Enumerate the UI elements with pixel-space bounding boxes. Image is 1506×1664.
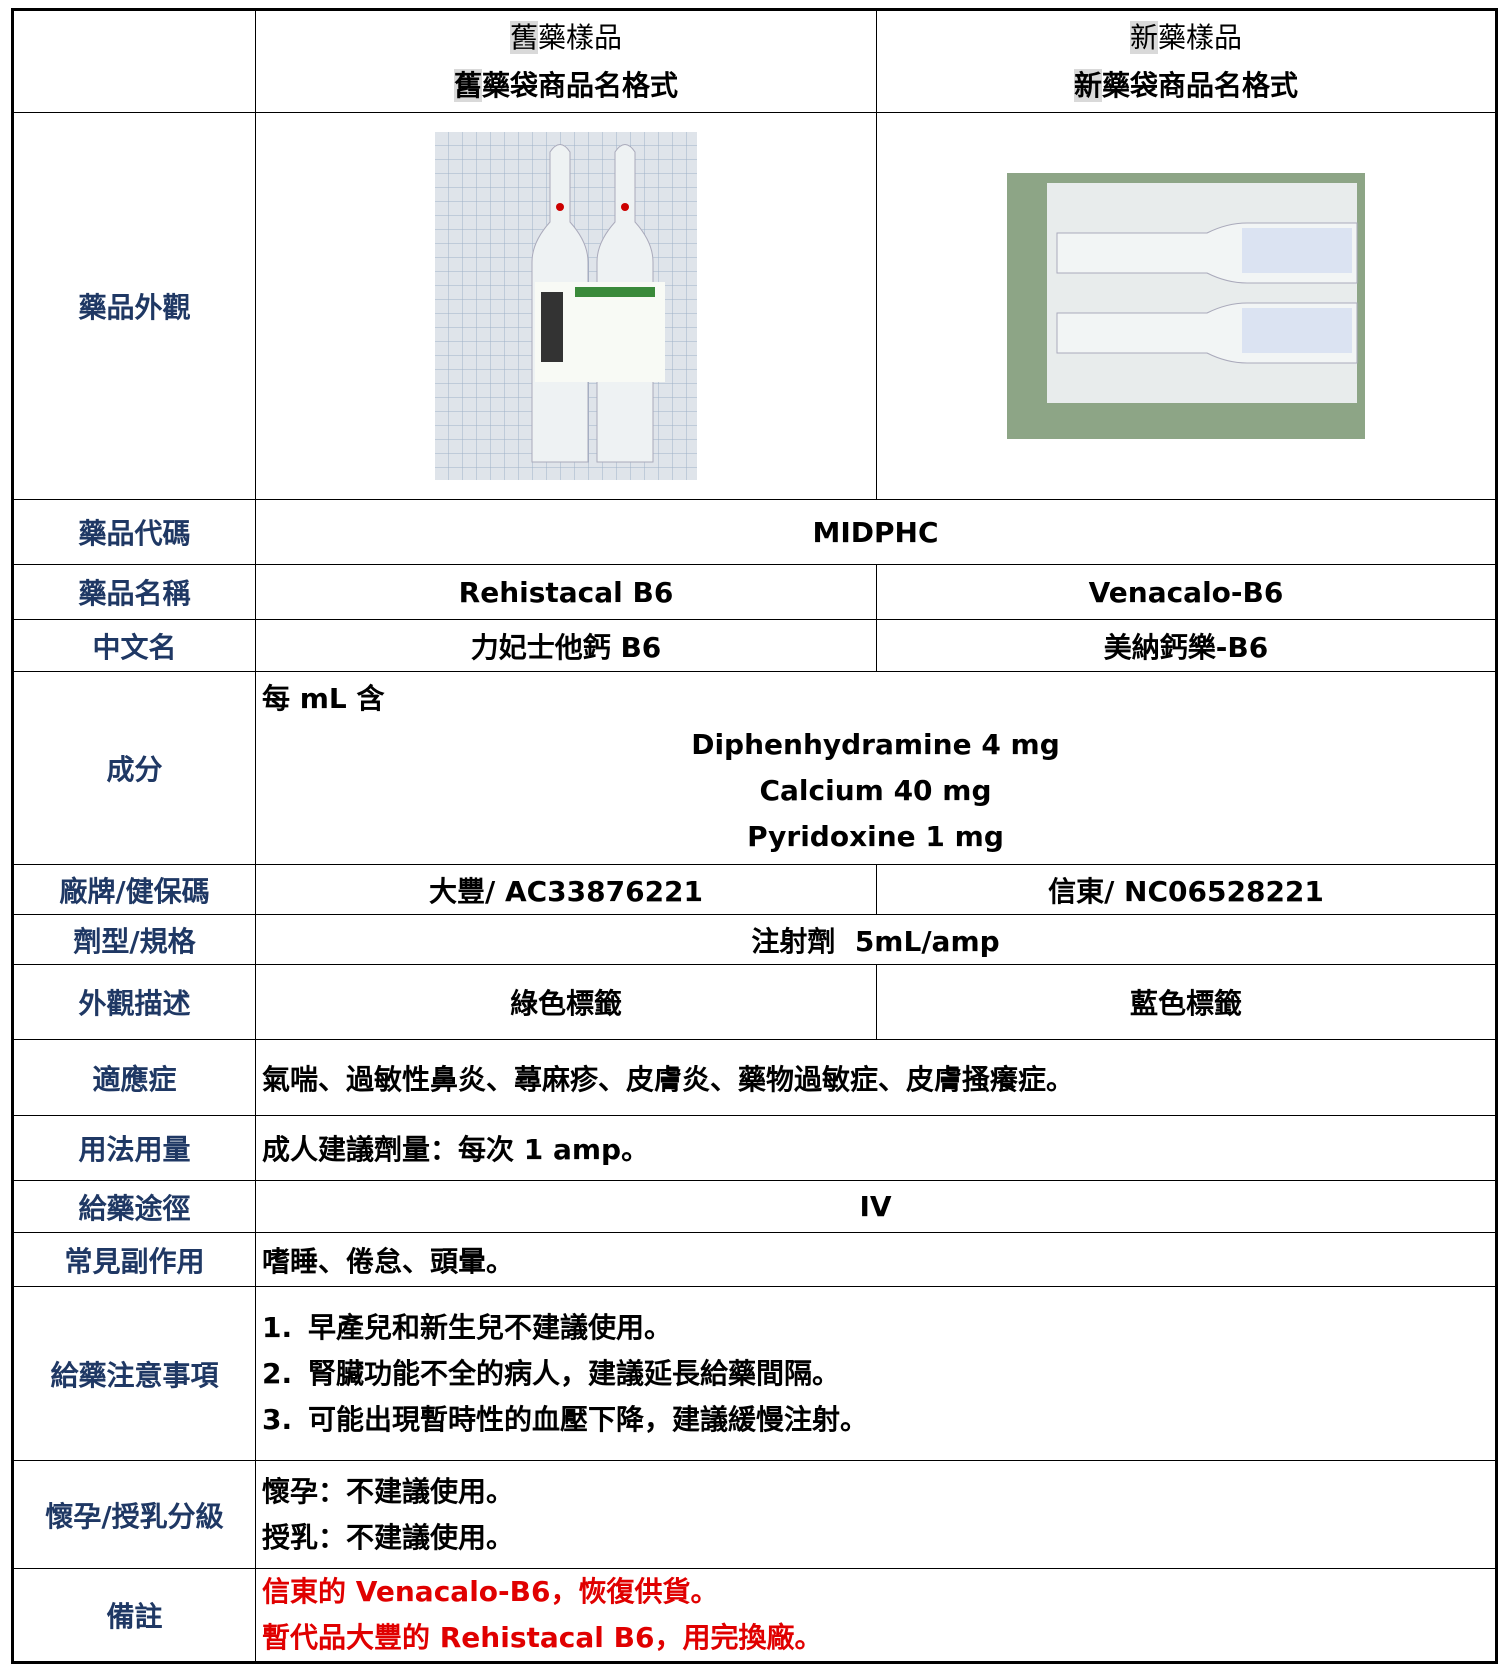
- name-row: 藥品名稱 Rehistacal B6 Venacalo-B6: [12, 564, 1497, 620]
- new-value: 美納鈣樂-B6: [876, 619, 1497, 672]
- label: 給藥途徑: [12, 1180, 256, 1233]
- pregnancy-row: 懷孕/授乳分級 懷孕：不建議使用。 授乳：不建議使用。: [12, 1460, 1497, 1569]
- highlight: 新: [1129, 20, 1158, 54]
- value: 注射劑 5mL/amp: [255, 914, 1497, 965]
- number: 2.: [262, 1356, 293, 1390]
- text: 藥袋商品名格式: [1102, 68, 1299, 102]
- appearance-row: 藥品外觀: [12, 112, 1497, 500]
- label: 懷孕/授乳分級: [12, 1460, 256, 1569]
- pregnancy-cell: 懷孕：不建議使用。 授乳：不建議使用。: [255, 1460, 1497, 1569]
- label: 藥品名稱: [12, 564, 256, 620]
- line: 暫代品大豐的 Rehistacal B6，用完換廠。: [262, 1621, 823, 1654]
- corner-cell: [12, 9, 256, 113]
- old-value: 力妃士他鈣 B6: [255, 619, 877, 672]
- text: 藥袋商品名格式: [482, 68, 679, 102]
- old-line2: 舊藥袋商品名格式: [262, 62, 870, 110]
- brand-row: 廠牌/健保碼 大豐/ AC33876221 信東/ NC06528221: [12, 864, 1497, 915]
- label: 成分: [12, 671, 256, 865]
- side-effects-row: 常見副作用 嗜睡、倦怠、頭暈。: [12, 1232, 1497, 1287]
- new-photo-cell: [876, 112, 1497, 500]
- new-photo: [1007, 173, 1365, 439]
- old-value: Rehistacal B6: [255, 564, 877, 620]
- new-value: 信東/ NC06528221: [876, 864, 1497, 915]
- highlight: 舊: [453, 68, 482, 102]
- number: 3.: [262, 1402, 293, 1436]
- item: 1. 早產兒和新生兒不建議使用。: [262, 1305, 1489, 1351]
- text: 藥樣品: [1158, 20, 1243, 54]
- label: 適應症: [12, 1039, 256, 1116]
- old-photo: [435, 132, 697, 480]
- ingredient: Pyridoxine 1 mg: [747, 820, 1004, 853]
- new-value: 藍色標籤: [876, 964, 1497, 1040]
- value: MIDPHC: [255, 499, 1497, 565]
- comparison-table: 舊藥樣品 舊藥袋商品名格式 新藥樣品 新藥袋商品名格式 藥品外觀 藥品代碼 MI…: [11, 8, 1498, 1664]
- number: 1.: [262, 1310, 293, 1344]
- code-row: 藥品代碼 MIDPHC: [12, 499, 1497, 565]
- old-value: 綠色標籤: [255, 964, 877, 1040]
- label: 劑型/規格: [12, 914, 256, 965]
- text: 可能出現暫時性的血壓下降，建議緩慢注射。: [308, 1402, 869, 1436]
- header-row: 舊藥樣品 舊藥袋商品名格式 新藥樣品 新藥袋商品名格式: [12, 9, 1497, 113]
- description-row: 外觀描述 綠色標籤 藍色標籤: [12, 964, 1497, 1040]
- label: 中文名: [12, 619, 256, 672]
- item: 2. 腎臟功能不全的病人，建議延長給藥間隔。: [262, 1351, 1489, 1397]
- old-line1: 舊藥樣品: [262, 14, 870, 62]
- ingredient: Diphenhydramine 4 mg: [691, 728, 1060, 761]
- value: IV: [255, 1180, 1497, 1233]
- new-line1: 新藥樣品: [883, 14, 1489, 62]
- chinese-row: 中文名 力妃士他鈣 B6 美納鈣樂-B6: [12, 619, 1497, 672]
- new-header: 新藥樣品 新藥袋商品名格式: [876, 9, 1497, 113]
- highlight: 新: [1073, 68, 1102, 102]
- text: 腎臟功能不全的病人，建議延長給藥間隔。: [308, 1356, 841, 1390]
- label: 藥品代碼: [12, 499, 256, 565]
- label: 藥品外觀: [12, 112, 256, 500]
- text: 藥樣品: [538, 20, 623, 54]
- old-header: 舊藥樣品 舊藥袋商品名格式: [255, 9, 877, 113]
- label: 給藥注意事項: [12, 1286, 256, 1461]
- new-value: Venacalo-B6: [876, 564, 1497, 620]
- label: 常見副作用: [12, 1232, 256, 1287]
- indications-row: 適應症 氣喘、過敏性鼻炎、蕁麻疹、皮膚炎、藥物過敏症、皮膚搔癢症。: [12, 1039, 1497, 1116]
- notes-row: 備註 信東的 Venacalo-B6，恢復供貨。 暫代品大豐的 Rehistac…: [12, 1568, 1497, 1663]
- notes-cell: 信東的 Venacalo-B6，恢復供貨。 暫代品大豐的 Rehistacal …: [255, 1568, 1497, 1663]
- highlight: 舊: [509, 20, 538, 54]
- intro: 每 mL 含: [262, 682, 385, 715]
- ingredients-cell: 每 mL 含 Diphenhydramine 4 mg Calcium 40 m…: [255, 671, 1497, 865]
- old-photo-cell: [255, 112, 877, 500]
- ingredients-row: 成分 每 mL 含 Diphenhydramine 4 mg Calcium 4…: [12, 671, 1497, 865]
- label: 用法用量: [12, 1115, 256, 1181]
- value: 嗜睡、倦怠、頭暈。: [255, 1232, 1497, 1287]
- item: 3. 可能出現暫時性的血壓下降，建議緩慢注射。: [262, 1397, 1489, 1443]
- label: 備註: [12, 1568, 256, 1663]
- line: 懷孕：不建議使用。: [262, 1474, 515, 1508]
- precautions-cell: 1. 早產兒和新生兒不建議使用。 2. 腎臟功能不全的病人，建議延長給藥間隔。 3.…: [255, 1286, 1497, 1461]
- old-value: 大豐/ AC33876221: [255, 864, 877, 915]
- value: 氣喘、過敏性鼻炎、蕁麻疹、皮膚炎、藥物過敏症、皮膚搔癢症。: [255, 1039, 1497, 1116]
- route-row: 給藥途徑 IV: [12, 1180, 1497, 1233]
- value: 成人建議劑量：每次 1 amp。: [255, 1115, 1497, 1181]
- dosage-row: 用法用量 成人建議劑量：每次 1 amp。: [12, 1115, 1497, 1181]
- ingredient: Calcium 40 mg: [759, 774, 992, 807]
- label: 廠牌/健保碼: [12, 864, 256, 915]
- precautions-row: 給藥注意事項 1. 早產兒和新生兒不建議使用。 2. 腎臟功能不全的病人，建議延長給…: [12, 1286, 1497, 1461]
- form-row: 劑型/規格 注射劑 5mL/amp: [12, 914, 1497, 965]
- text: 早產兒和新生兒不建議使用。: [308, 1310, 673, 1344]
- line: 信東的 Venacalo-B6，恢復供貨。: [262, 1575, 719, 1608]
- new-line2: 新藥袋商品名格式: [883, 62, 1489, 110]
- line: 授乳：不建議使用。: [262, 1520, 515, 1554]
- label: 外觀描述: [12, 964, 256, 1040]
